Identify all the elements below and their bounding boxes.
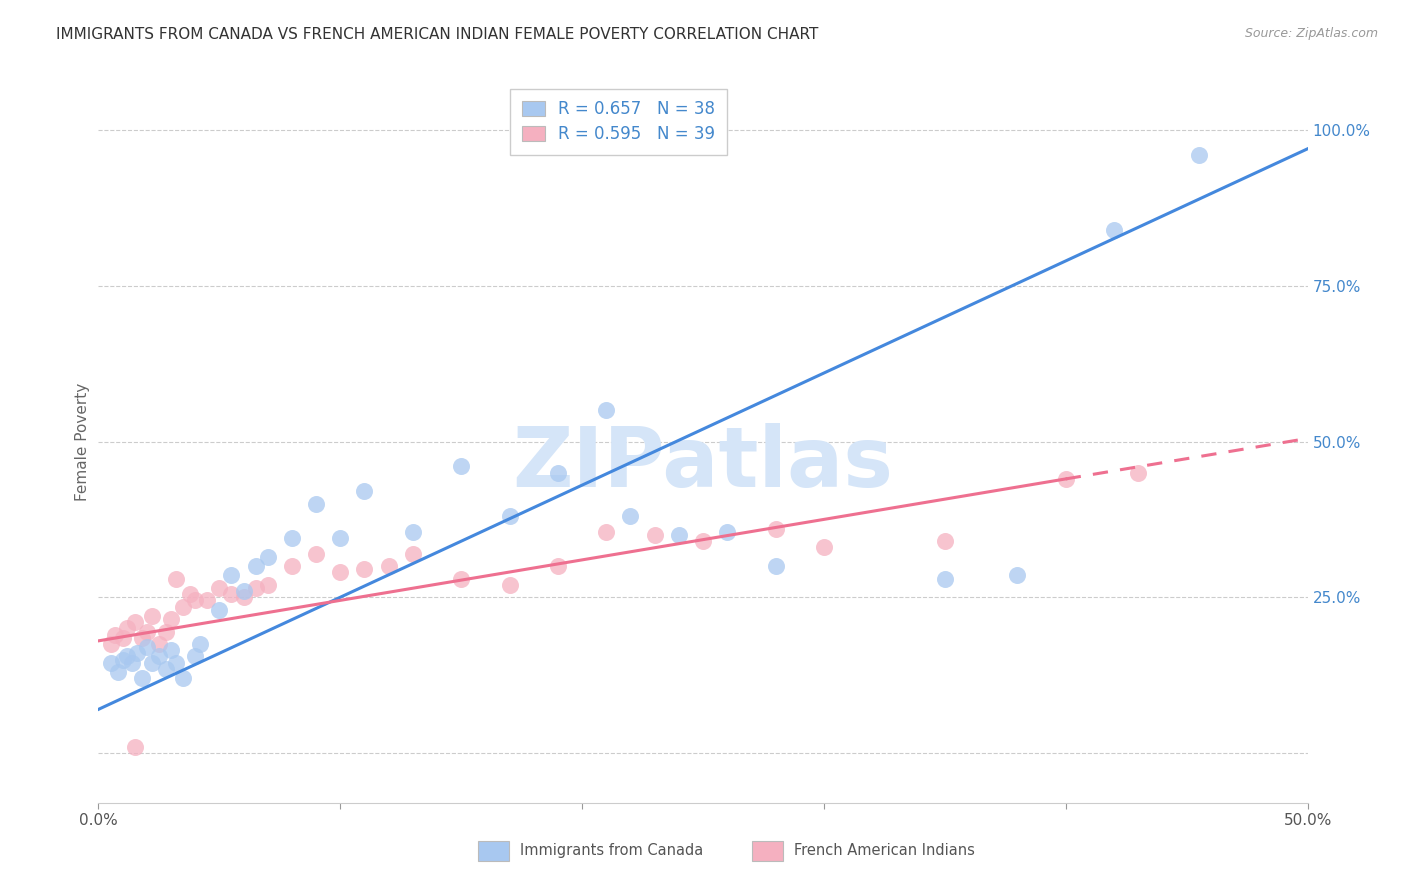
Point [124,739,146,754]
Point [619,509,641,524]
Point [117,649,139,664]
Point [1054,472,1077,486]
Point [165,656,187,670]
Point [155,624,177,639]
Point [184,593,207,607]
Point [934,572,956,586]
Text: IMMIGRANTS FROM CANADA VS FRENCH AMERICAN INDIAN FEMALE POVERTY CORRELATION CHAR: IMMIGRANTS FROM CANADA VS FRENCH AMERICA… [56,27,818,42]
Point [107,665,129,679]
Point [172,671,194,685]
Point [1188,148,1211,162]
Text: French American Indians: French American Indians [794,844,976,858]
Point [117,621,139,635]
Point [104,627,127,641]
Point [329,531,352,545]
Y-axis label: Female Poverty: Female Poverty [75,383,90,500]
Point [402,547,425,561]
Point [131,631,153,645]
Point [135,624,157,639]
Point [179,587,201,601]
Point [305,497,328,511]
Point [148,637,170,651]
Point [353,562,375,576]
Point [100,656,122,670]
Point [1102,223,1125,237]
Point [111,652,134,666]
Point [813,541,835,555]
Point [498,578,520,592]
Point [765,559,787,574]
Point [232,584,254,599]
Point [256,578,278,592]
Bar [478,841,509,861]
Bar [752,841,783,861]
Point [141,609,163,624]
Point [188,637,211,651]
Point [402,524,425,539]
Point [208,581,231,595]
Point [765,522,787,536]
Point [160,612,183,626]
Point [100,637,122,651]
Point [716,524,738,539]
Point [668,528,690,542]
Point [547,559,569,574]
Point [232,591,254,605]
Point [184,649,207,664]
Point [124,615,146,630]
Point [692,534,714,549]
Point [1007,568,1029,582]
Point [172,599,194,614]
Point [245,559,267,574]
Point [148,649,170,664]
Point [595,403,617,417]
Point [329,566,352,580]
Point [155,662,177,676]
Point [450,459,472,474]
Point [195,593,218,607]
Point [595,524,617,539]
Point [121,656,143,670]
Point [160,643,183,657]
Point [111,631,134,645]
Point [208,603,231,617]
Point [221,587,243,601]
Text: Immigrants from Canada: Immigrants from Canada [520,844,703,858]
Point [127,646,149,660]
Point [450,572,472,586]
Text: Source: ZipAtlas.com: Source: ZipAtlas.com [1244,27,1378,40]
Point [141,656,163,670]
Point [256,549,278,564]
Point [305,547,328,561]
Text: ZIPatlas: ZIPatlas [513,423,893,504]
Point [377,559,399,574]
Point [498,509,520,524]
Point [1128,466,1150,480]
Point [245,581,267,595]
Point [131,671,153,685]
Point [934,534,956,549]
Point [281,531,304,545]
Point [221,568,243,582]
Legend: R = 0.657   N = 38, R = 0.595   N = 39: R = 0.657 N = 38, R = 0.595 N = 39 [510,88,727,154]
Point [135,640,157,654]
Point [165,572,187,586]
Point [547,466,569,480]
Point [281,559,304,574]
Point [353,484,375,499]
Point [644,528,666,542]
